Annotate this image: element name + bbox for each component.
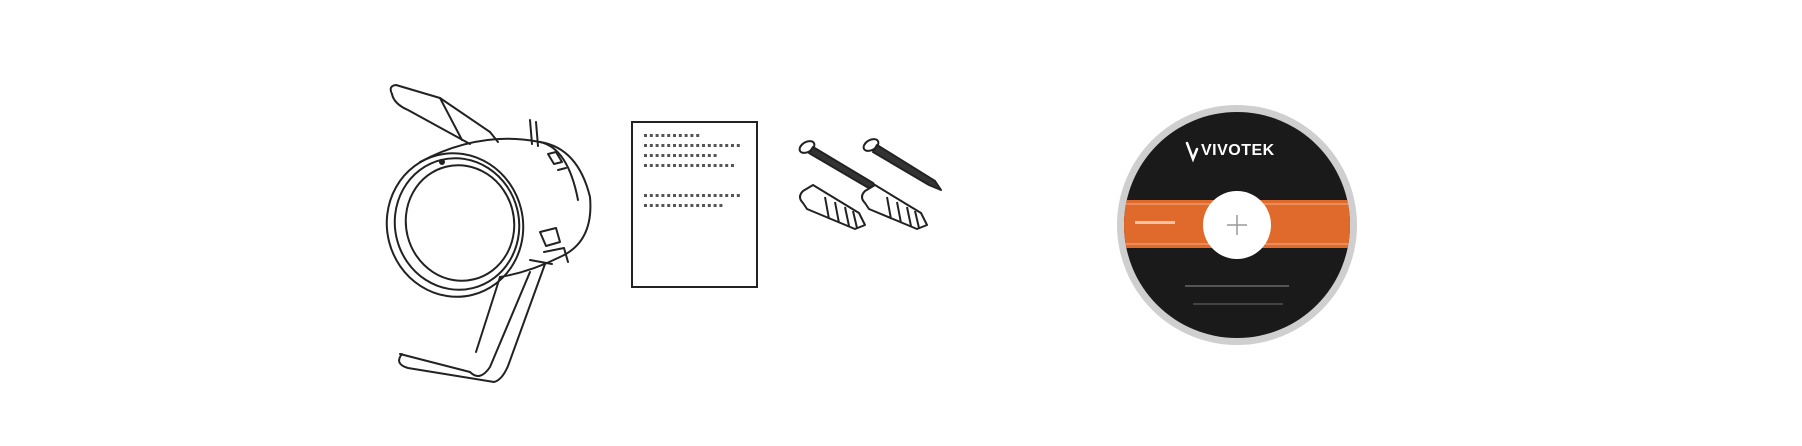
guide-text-dot [661,154,665,157]
guide-text-dot [696,204,700,207]
guide-text-dot [649,164,653,167]
guide-text-dot [678,194,682,197]
guide-text-dot [719,144,723,147]
guide-text-dot [661,134,665,137]
guide-text-dot [684,144,688,147]
guide-text-dot [678,144,682,147]
guide-text-dot [673,164,676,167]
guide-text-dot [678,134,682,137]
guide-text-dot [707,204,711,207]
guide-text-dot [661,194,665,197]
guide-text-dot [736,194,740,197]
guide-text-dot [690,204,694,207]
guide-text-dot [678,164,682,167]
guide-text-dot [673,154,676,157]
guide-text-dot [702,154,705,157]
guide-text-dot [713,154,717,157]
guide-text-dot [696,154,700,157]
guide-text-dot [684,154,688,157]
guide-text-dot [667,134,671,137]
guide-text-dot [655,194,659,197]
guide-text-dot [702,164,705,167]
guide-text-dot [678,154,682,157]
guide-text-dot [678,204,682,207]
guide-text-dot [736,144,740,147]
guide-text-dot [644,194,647,197]
guide-text-dot [684,204,688,207]
guide-text-dot [719,164,723,167]
guide-text-dot [690,144,694,147]
guide-text-dot [673,134,676,137]
guide-text-dot [696,164,700,167]
guide-text-dot [667,164,671,167]
guide-text-dot [690,134,694,137]
guide-text-dot [667,144,671,147]
guide-text-dot [649,134,653,137]
guide-text-dot [644,164,647,167]
guide-text-dot [702,144,705,147]
guide-text-dot [649,204,653,207]
guide-text-dot [719,204,723,207]
guide-text-dot [684,134,688,137]
guide-text-dot [707,154,711,157]
guide-text-dot [684,164,688,167]
guide-text-dot [644,154,647,157]
guide-text-dot [649,194,653,197]
guide-text-dot [731,144,734,147]
guide-text-dot [725,144,729,147]
guide-text-dot [667,194,671,197]
guide-text-dot [655,204,659,207]
guide-text-dot [690,194,694,197]
guide-text-dot [661,204,665,207]
guide-text-dot [655,154,659,157]
guide-text-dot [713,164,717,167]
guide-text-dot [696,194,700,197]
guide-text-dot [655,164,659,167]
guide-text-dot [644,134,647,137]
dome-camera-icon [380,82,630,392]
guide-text-dot [702,194,705,197]
guide-text-dot [644,204,647,207]
guide-text-dot [673,194,676,197]
guide-text-dot [644,144,647,147]
guide-text-dot [649,154,653,157]
guide-text-dot [696,134,700,137]
quick-installation-guide-icon [630,120,760,292]
guide-text-dot [649,144,653,147]
guide-text-dot [661,164,665,167]
guide-text-dot [713,194,717,197]
guide-text-dot [661,144,665,147]
guide-text-dot [690,154,694,157]
guide-text-dot [667,154,671,157]
guide-text-dot [690,164,694,167]
guide-text-dot [696,144,700,147]
cd-brand-logo: VIVOTEK [1201,142,1275,159]
cd-disc: VIVOTEK [1117,105,1357,345]
guide-text-dot [667,204,671,207]
guide-text-dot [713,204,717,207]
guide-text-dot [713,144,717,147]
software-cd-icon: VIVOTEK [1115,103,1360,348]
guide-text-dot [702,204,705,207]
guide-text-dot [725,194,729,197]
guide-text-dot [725,164,729,167]
guide-text-dot [655,134,659,137]
guide-text-dot [684,194,688,197]
guide-text-dot [655,144,659,147]
screws-and-anchors-icon [795,125,960,245]
guide-text-dot [719,194,723,197]
guide-text-dot [731,164,734,167]
guide-text-dot [707,144,711,147]
guide-text-dot [707,164,711,167]
guide-text-dot [707,194,711,197]
guide-text-dot [673,204,676,207]
guide-text-dot [673,144,676,147]
guide-text-dot [731,194,734,197]
